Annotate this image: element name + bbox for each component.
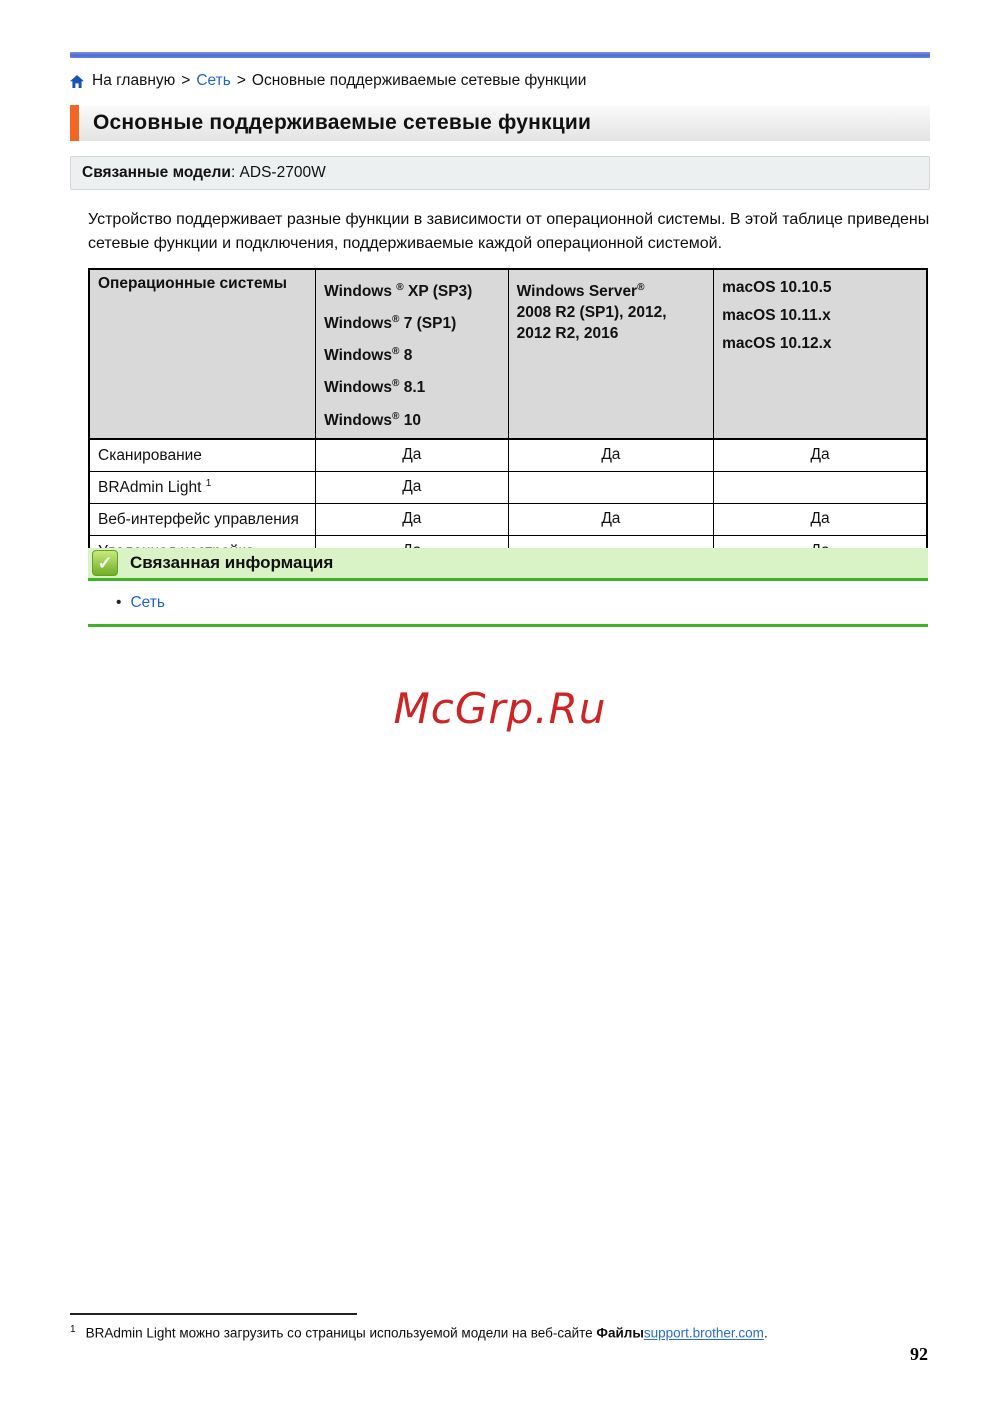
- related-information-header: ✓ Связанная информация: [88, 548, 928, 581]
- related-models-label: Связанные модели: [82, 164, 231, 181]
- footnote: 1 BRAdmin Light можно загрузить со страни…: [70, 1324, 930, 1341]
- support-windows: Да: [315, 503, 509, 537]
- page-title: Основные поддерживаемые сетевые функции: [93, 111, 592, 134]
- support-site-link[interactable]: support.brother.com: [643, 1325, 764, 1341]
- watermark-text: McGrp.Ru: [393, 684, 607, 733]
- support-macos: Да: [713, 438, 928, 472]
- footnote-marker: 1: [70, 1324, 76, 1335]
- footnote-suffix: .: [763, 1325, 768, 1341]
- page-number: 92: [910, 1344, 928, 1364]
- support-windows: Да: [315, 470, 509, 505]
- intro-paragraph: Устройство поддерживает разные функции в…: [88, 211, 930, 252]
- macos-version: macOS 10.10.5: [722, 279, 832, 296]
- table-row: BRAdmin Light 1 Да: [88, 470, 928, 505]
- breadcrumb-current: Основные поддерживаемые сетевые функции: [251, 72, 587, 89]
- related-information-title: Связанная информация: [130, 553, 334, 572]
- breadcrumb-separator: >: [181, 72, 191, 89]
- macos-version: macOS 10.12.x: [722, 335, 832, 352]
- breadcrumb-home: На главную: [92, 72, 176, 89]
- bullet-marker: •: [116, 594, 122, 611]
- support-server: Да: [507, 438, 715, 472]
- windows-server-versions: Windows Server® 2008 R2 (SP1), 2012, 201…: [516, 282, 667, 343]
- support-macos: Да: [713, 503, 928, 537]
- header-os-systems: Операционные системы: [88, 268, 317, 440]
- feature-label: Сканирование: [88, 438, 317, 472]
- windows-version: Windows® 7 (SP1): [324, 314, 457, 333]
- footnote-divider: [70, 1313, 357, 1315]
- table-header-row: Операционные системы Windows ® XP (SP3) …: [88, 268, 928, 440]
- feature-label: BRAdmin Light 1: [88, 470, 317, 505]
- table-row: Сканирование Да Да Да: [88, 438, 928, 472]
- windows-version: Windows® 10: [324, 410, 421, 429]
- windows-version: Windows ® XP (SP3): [324, 282, 473, 301]
- breadcrumb-separator: >: [236, 72, 246, 89]
- related-information-section: ✓ Связанная информация • Сеть: [88, 548, 928, 627]
- breadcrumb-link-network[interactable]: Сеть: [196, 72, 231, 89]
- heading-accent-bar: [70, 105, 79, 141]
- windows-version: Windows® 8.1: [324, 378, 426, 397]
- related-models-box: Связанные модели: ADS-2700W: [70, 156, 930, 190]
- footnote-text: BRAdmin Light можно загрузить со страниц…: [85, 1325, 597, 1341]
- related-models-text: Связанные модели: ADS-2700W: [82, 164, 326, 182]
- related-link-network[interactable]: Сеть: [130, 594, 165, 611]
- support-windows: Да: [315, 438, 509, 472]
- feature-label: Веб-интерфейс управления: [88, 503, 317, 537]
- footnote-bold: Файлы: [596, 1325, 644, 1341]
- header-windows-server: Windows Server® 2008 R2 (SP1), 2012, 201…: [507, 268, 715, 440]
- support-server: Да: [507, 503, 715, 537]
- macos-version: macOS 10.11.x: [722, 307, 831, 324]
- related-models-value: : ADS-2700W: [230, 164, 326, 181]
- header-macos: macOS 10.10.5 macOS 10.11.x macOS 10.12.…: [713, 268, 928, 440]
- support-server: [507, 470, 715, 505]
- home-icon: [70, 74, 84, 88]
- top-divider: [70, 52, 930, 58]
- checkmark-icon: ✓: [92, 550, 118, 576]
- breadcrumb: На главную > Сеть > Основные поддерживае…: [70, 72, 930, 90]
- os-support-table: Операционные системы Windows ® XP (SP3) …: [88, 268, 928, 570]
- support-macos: [713, 470, 928, 505]
- windows-version: Windows® 8: [324, 346, 413, 365]
- related-information-list: • Сеть: [88, 581, 928, 627]
- header-windows: Windows ® XP (SP3) Windows® 7 (SP1) Wind…: [315, 268, 509, 440]
- table-row: Веб-интерфейс управления Да Да Да: [88, 503, 928, 537]
- page-heading: Основные поддерживаемые сетевые функции: [70, 105, 930, 141]
